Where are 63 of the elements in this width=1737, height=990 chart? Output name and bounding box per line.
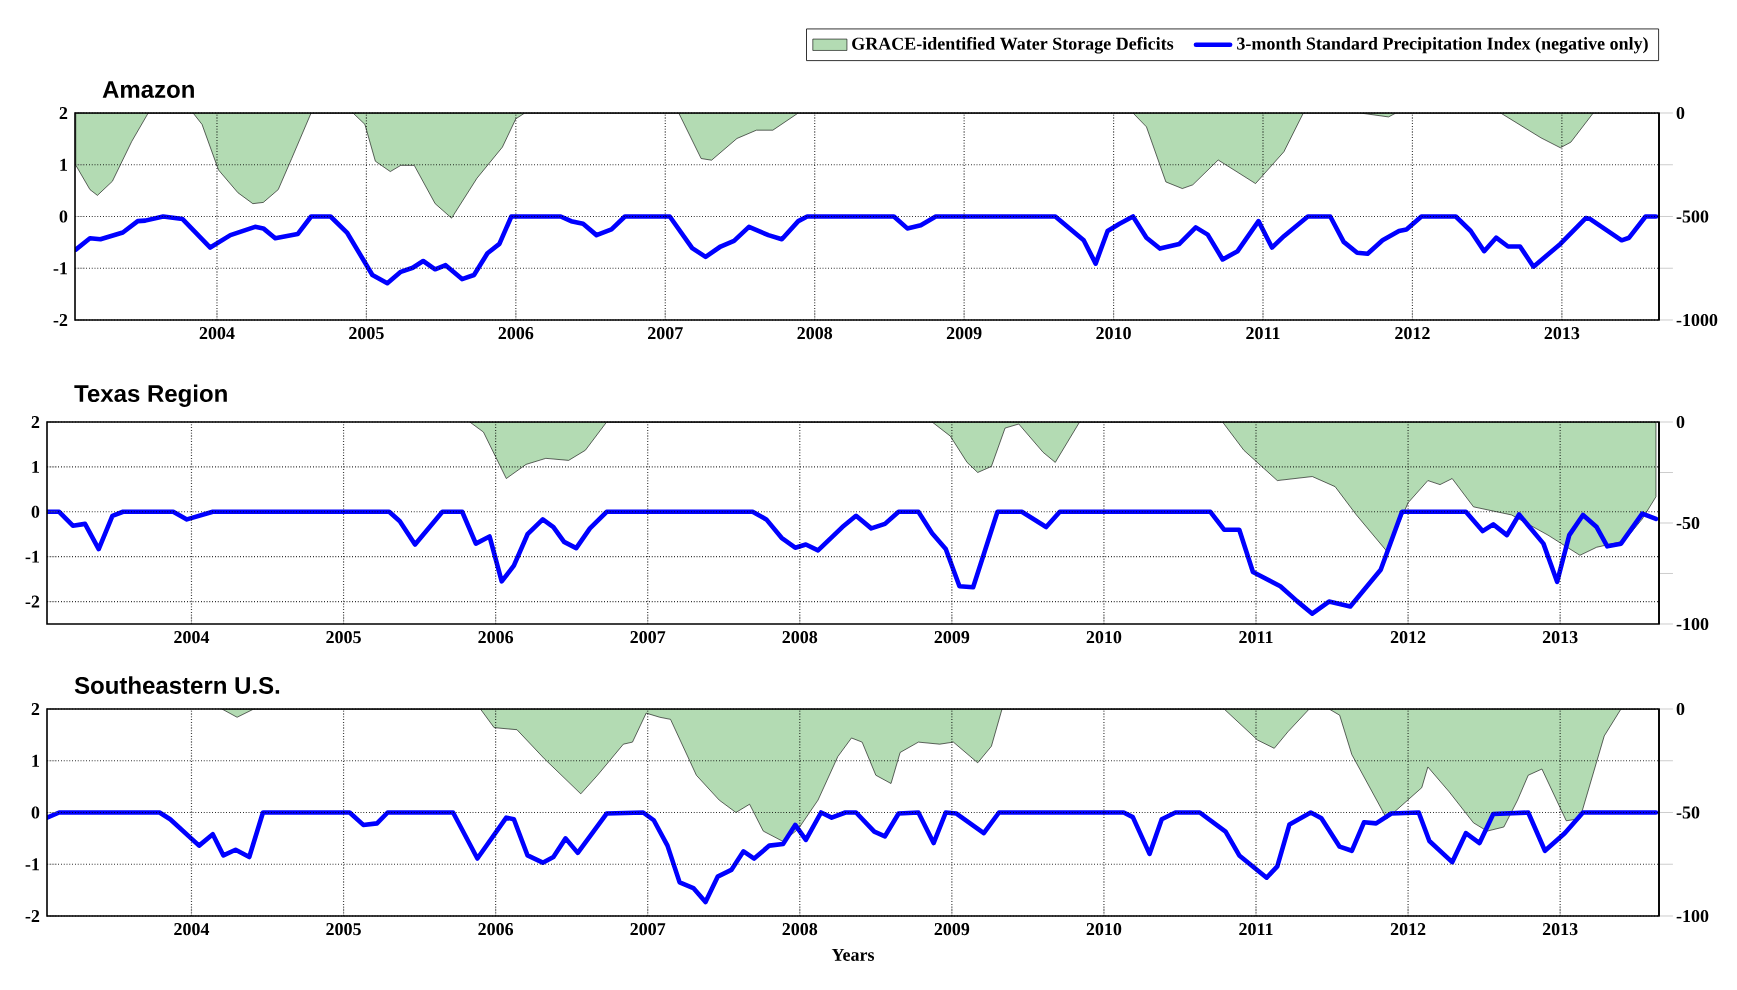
- y2-tick-label: 0: [1676, 702, 1685, 716]
- x-tick-label: 2011: [1239, 923, 1273, 936]
- x-tick-label: 2004: [174, 923, 210, 936]
- x-tick-label: 2012: [1395, 327, 1430, 340]
- x-tick-label: 2010: [1086, 631, 1122, 644]
- x-tick-label: 2005: [326, 631, 361, 644]
- y-tick-label: 1: [32, 754, 39, 767]
- x-tick-label: 2004: [174, 631, 210, 644]
- x-tick-label: 2005: [326, 923, 361, 936]
- y-tick-label: 0: [31, 505, 40, 518]
- x-tick-label: 2009: [934, 631, 970, 644]
- y-tick-label: 1: [32, 460, 39, 473]
- x-tick-label: 2008: [782, 631, 818, 644]
- x-tick-label: 2012: [1390, 631, 1426, 644]
- y-tick-label: 2: [31, 703, 40, 715]
- y-tick-label: 2: [31, 416, 40, 428]
- y-tick-label: -2: [25, 910, 40, 922]
- y-tick-label: 0: [31, 806, 40, 819]
- x-tick-label: 2009: [946, 327, 982, 340]
- chart-title: Southeastern U.S.: [74, 676, 280, 694]
- y2-tick-label: -1000: [1676, 313, 1718, 327]
- y2-tick-label: -100: [1676, 617, 1709, 631]
- y2-tick-label: -50: [1676, 516, 1700, 530]
- y-tick-label: -1: [25, 858, 39, 871]
- x-tick-label: 2008: [797, 327, 833, 340]
- chart-title: Texas Region: [74, 384, 227, 407]
- y-tick-label: -2: [53, 314, 68, 326]
- x-tick-label: 2006: [478, 631, 514, 644]
- x-tick-label: 2013: [1542, 923, 1578, 936]
- x-tick-label: 2011: [1239, 631, 1273, 644]
- y-tick-label: 1: [60, 158, 67, 171]
- y2-tick-label: 0: [1676, 415, 1685, 429]
- chart-title: Amazon: [102, 81, 194, 98]
- y-tick-label: 2: [59, 107, 68, 119]
- x-tick-label: 2013: [1544, 327, 1580, 340]
- x-tick-label: 2013: [1542, 631, 1578, 644]
- y2-tick-label: -50: [1676, 806, 1700, 819]
- x-tick-label: 2010: [1096, 327, 1131, 340]
- y2-tick-label: 0: [1676, 106, 1685, 120]
- x-tick-label: 2006: [478, 923, 514, 936]
- x-tick-label: 2008: [782, 923, 818, 936]
- x-tick-label: 2009: [934, 923, 970, 936]
- x-tick-label: 2012: [1390, 923, 1426, 936]
- x-axis-title: Years: [831, 948, 875, 961]
- x-tick-label: 2007: [630, 631, 666, 644]
- y-tick-label: -1: [25, 550, 39, 563]
- y-tick-label: -1: [53, 262, 67, 275]
- x-tick-label: 2004: [199, 327, 235, 340]
- y-tick-label: 0: [59, 210, 68, 223]
- y2-tick-label: -100: [1676, 909, 1709, 923]
- x-tick-label: 2011: [1246, 327, 1280, 340]
- x-tick-label: 2006: [498, 327, 534, 340]
- x-tick-label: 2005: [349, 327, 384, 340]
- legend-label: GRACE-identified Water Storage Deficits: [852, 36, 1174, 54]
- x-tick-label: 2010: [1086, 923, 1122, 936]
- y2-tick-label: -500: [1676, 210, 1709, 223]
- x-tick-label: 2007: [630, 923, 666, 936]
- line-series: [47, 810, 1659, 905]
- line-series: [75, 214, 1659, 286]
- legend-label: 3-month Standard Precipitation Index (negative only): [1237, 37, 1648, 54]
- x-tick-label: 2007: [648, 327, 683, 340]
- line-series: [47, 509, 1659, 616]
- y-tick-label: -2: [25, 595, 40, 608]
